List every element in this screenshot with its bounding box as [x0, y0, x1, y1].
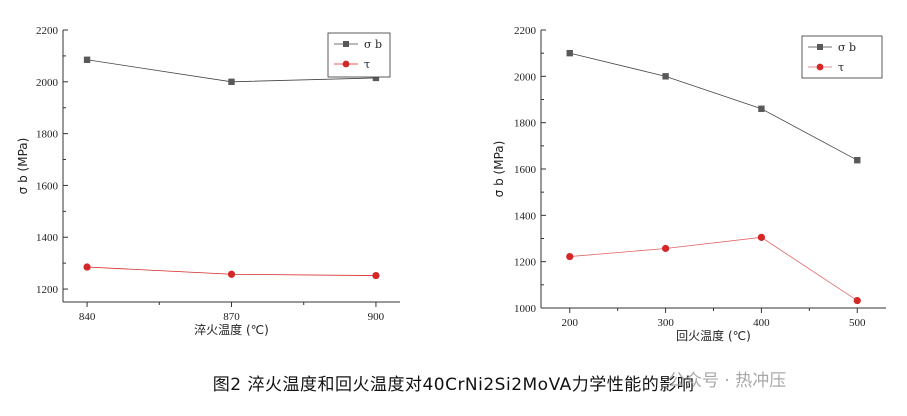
legend-label: σ b	[838, 41, 856, 54]
x-tick-label: 840	[79, 311, 96, 323]
y-tick-label: 1800	[36, 129, 59, 141]
y-axis-title: σ b (MPa)	[16, 138, 30, 195]
y-tick-label: 1400	[514, 210, 537, 222]
y-tick-label: 1600	[36, 180, 59, 192]
quench-temperature-chart: 1200 1400 1600 1800 2000 2200 840 870 900 淬火温度 (℃…	[16, 25, 400, 337]
legend-label: σ b	[364, 38, 382, 51]
data-point-square	[83, 56, 91, 63]
series-line-0	[569, 52, 858, 161]
y-tick-label: 2000	[514, 71, 537, 83]
legend-label: τ	[838, 61, 844, 74]
x-tick-label: 500	[849, 317, 866, 329]
figure-caption: 图2 淬火温度和回火温度对40CrNi2Si2MoVA力学性能的影响	[212, 375, 695, 395]
data-point-circle	[566, 252, 574, 261]
legend-marker-square	[343, 41, 349, 47]
y-tick-label: 1200	[514, 257, 537, 269]
x-tick-label: 870	[223, 311, 240, 323]
y-tick-label: 1000	[514, 303, 537, 315]
watermark: 公众号 · 热冲压	[668, 371, 787, 391]
x-tick-label: 400	[753, 317, 770, 329]
y-tick-label: 2000	[36, 77, 59, 89]
x-tick-label: 300	[657, 317, 674, 329]
legend-marker-circle	[816, 63, 824, 71]
legend-marker-square	[817, 44, 823, 50]
data-point-circle	[372, 271, 380, 280]
data-point-circle	[661, 244, 670, 253]
data-point-square	[372, 74, 380, 82]
data-point-circle	[853, 296, 861, 305]
y-tick-label: 2200	[514, 25, 537, 37]
temper-temperature-chart: 1000 1200 1400 1600 1800 2000 2200 200 300 400 500…	[492, 25, 886, 343]
x-axis-title: 回火温度 (℃)	[676, 328, 751, 343]
data-point-square	[662, 73, 669, 80]
data-point-circle	[757, 233, 766, 241]
series-line-1	[569, 236, 858, 301]
x-axis-title: 淬火温度 (℃)	[194, 322, 269, 337]
y-tick-label: 1200	[36, 284, 59, 296]
data-point-circle	[83, 263, 91, 271]
data-point-square	[854, 156, 861, 164]
y-tick-label: 1400	[36, 232, 59, 244]
y-axis-title: σ b (MPa)	[492, 141, 506, 198]
legend-label: τ	[364, 58, 370, 71]
data-point-square	[228, 78, 235, 86]
data-point-square	[566, 49, 573, 57]
x-tick-label: 200	[562, 317, 579, 329]
y-tick-label: 2200	[36, 25, 59, 37]
data-point-square	[758, 105, 765, 112]
x-tick-label: 900	[368, 311, 385, 323]
legend-marker-circle	[342, 60, 350, 68]
legend-box	[327, 32, 391, 78]
legend-box	[801, 35, 883, 79]
data-point-circle	[227, 270, 236, 278]
y-tick-label: 1800	[514, 118, 537, 130]
y-tick-label: 1600	[514, 164, 537, 176]
